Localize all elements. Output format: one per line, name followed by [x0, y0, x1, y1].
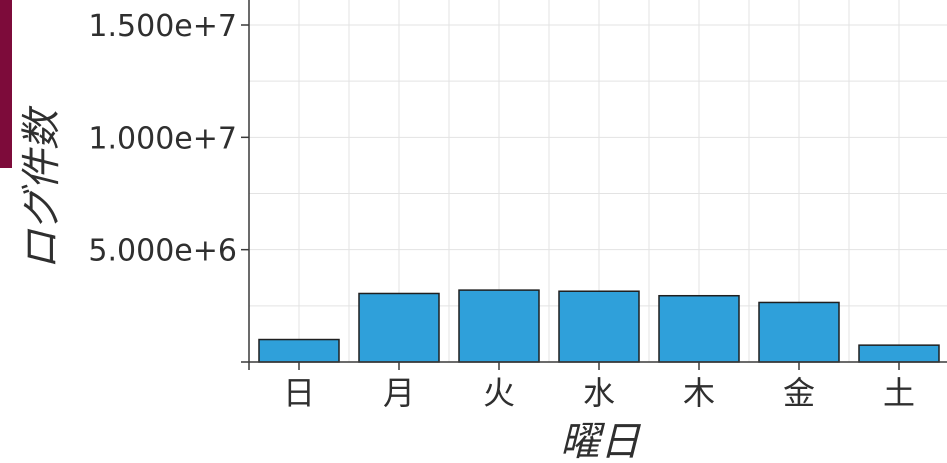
bar-水	[558, 290, 640, 363]
x-tick-label: 火	[483, 374, 515, 412]
x-tick-label: 水	[583, 374, 615, 412]
x-tick-label: 月	[383, 374, 415, 412]
bar-金	[758, 301, 840, 363]
bar-日	[258, 338, 340, 363]
x-axis-title: 曜日	[560, 419, 641, 463]
bar-土	[858, 344, 940, 363]
bar-木	[658, 294, 740, 363]
y-tick-label: 1.000e+7	[88, 121, 237, 156]
x-tick-label: 土	[883, 374, 915, 412]
bar-火	[458, 289, 540, 363]
y-tick-label: 5.000e+6	[88, 234, 237, 269]
grid-layer	[249, 0, 947, 362]
x-tick-label: 日	[283, 374, 315, 412]
x-tick-label: 金	[783, 374, 815, 412]
labels-layer: 5.000e+6 1.000e+7 1.500e+7 日 月 火 水 木 金 土	[88, 9, 915, 412]
side-accent-bar	[0, 0, 12, 168]
bars-layer	[258, 289, 940, 363]
axes-layer	[241, 0, 947, 370]
bar-月	[358, 292, 440, 363]
y-axis-title: ログ件数	[19, 105, 65, 270]
x-tick-label: 木	[683, 374, 715, 412]
y-tick-label: 1.500e+7	[88, 9, 237, 44]
